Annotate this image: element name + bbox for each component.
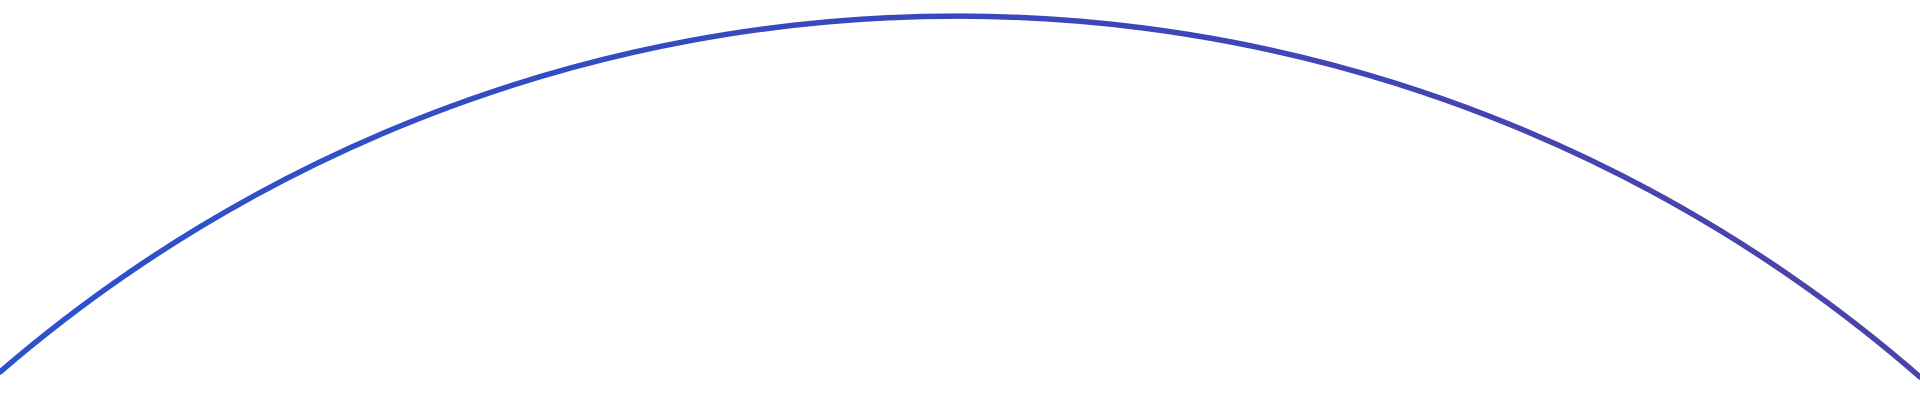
arc-curve bbox=[0, 13, 1920, 380]
